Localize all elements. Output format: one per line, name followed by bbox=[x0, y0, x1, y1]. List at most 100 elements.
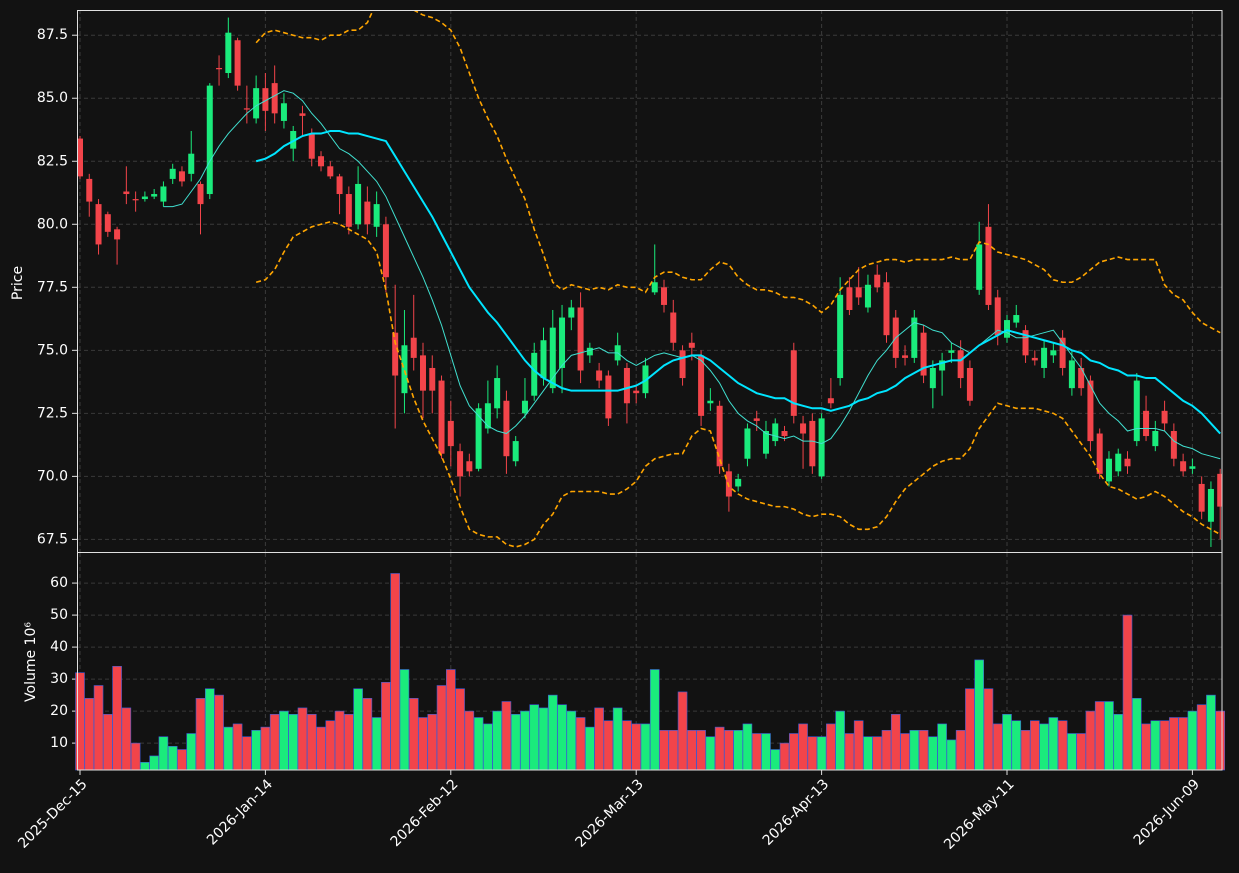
volume-bar bbox=[297, 707, 308, 771]
volume-bar bbox=[826, 723, 836, 771]
volume-bar bbox=[75, 672, 85, 771]
overlay-line bbox=[255, 130, 1221, 435]
candle-body bbox=[846, 287, 853, 310]
volume-bar bbox=[473, 717, 484, 771]
volume-bar bbox=[408, 698, 419, 771]
volume-bar bbox=[158, 736, 169, 771]
volume-bar bbox=[1104, 701, 1114, 771]
volume-bar bbox=[1122, 614, 1133, 771]
candle-body bbox=[373, 204, 380, 227]
candle-body bbox=[902, 355, 909, 358]
volume-bar bbox=[84, 698, 95, 771]
candle-body bbox=[809, 420, 816, 467]
overlay-line bbox=[255, 220, 1221, 548]
volume-bar bbox=[788, 733, 799, 771]
candle-body bbox=[475, 408, 482, 469]
volume-bar bbox=[529, 704, 540, 771]
volume-bar bbox=[204, 688, 215, 771]
candle-body bbox=[1143, 410, 1150, 437]
volume-bar bbox=[890, 714, 901, 771]
candle-body bbox=[568, 307, 575, 318]
candle-body bbox=[1031, 357, 1038, 361]
volume-bar bbox=[742, 723, 753, 771]
candle-body bbox=[114, 229, 121, 240]
y-tick-label: 87.5 bbox=[37, 27, 68, 43]
volume-bar bbox=[325, 720, 336, 771]
volume-bar bbox=[714, 726, 725, 771]
candle-body bbox=[735, 478, 742, 487]
candle-body bbox=[1050, 350, 1057, 356]
volume-bar bbox=[557, 704, 567, 771]
candle-body bbox=[540, 340, 547, 379]
volume-bar bbox=[1039, 723, 1049, 771]
candle-body bbox=[725, 471, 732, 497]
volume-bar bbox=[288, 714, 299, 771]
volume-bar bbox=[316, 726, 326, 771]
volume-bar bbox=[863, 736, 873, 771]
volume-bar bbox=[464, 710, 475, 771]
volume-bar bbox=[983, 688, 994, 771]
y-tick-label: 60 bbox=[50, 575, 68, 591]
candle-body bbox=[447, 420, 454, 447]
candle-body bbox=[216, 67, 223, 70]
candle-body bbox=[123, 191, 130, 195]
candle-body bbox=[939, 360, 946, 371]
overlay-line bbox=[255, 10, 1221, 334]
volume-bar bbox=[334, 710, 345, 771]
volume-bar bbox=[501, 701, 512, 771]
volume-bar bbox=[214, 694, 224, 771]
candle-body bbox=[336, 176, 343, 195]
candle-body bbox=[438, 380, 445, 454]
volume-bar bbox=[705, 736, 716, 771]
volume-bar bbox=[538, 707, 549, 771]
candle-body bbox=[494, 378, 501, 409]
candle-body bbox=[280, 103, 287, 121]
volume-bar bbox=[733, 730, 743, 771]
volume-bar bbox=[1150, 720, 1161, 771]
candle-body bbox=[976, 244, 983, 290]
candle-body bbox=[1161, 410, 1168, 424]
volume-bar bbox=[177, 749, 187, 771]
volume-bar bbox=[1159, 720, 1170, 771]
candle-body bbox=[1087, 380, 1094, 442]
volume-bar bbox=[965, 688, 975, 771]
candle-body bbox=[762, 430, 769, 454]
volume-bar bbox=[696, 730, 706, 771]
candle-body bbox=[1068, 360, 1075, 389]
candle-body bbox=[1022, 330, 1029, 356]
y-tick-label: 70.0 bbox=[37, 468, 68, 484]
candle-body bbox=[197, 183, 204, 205]
candle-body bbox=[781, 430, 788, 437]
volume-bar bbox=[103, 714, 113, 771]
volume-bar bbox=[853, 720, 864, 771]
y-tick-label: 67.5 bbox=[37, 531, 68, 547]
volume-bar bbox=[1094, 701, 1105, 771]
candle-body bbox=[623, 367, 630, 404]
volume-bar bbox=[399, 669, 410, 771]
volume-bar bbox=[186, 733, 197, 771]
candle-body bbox=[1152, 430, 1159, 447]
volume-bar bbox=[992, 723, 1003, 771]
volume-bar bbox=[566, 710, 577, 771]
y-axis-label: Volume 10⁶ bbox=[23, 622, 39, 702]
volume-bar bbox=[381, 682, 391, 771]
candle-body bbox=[253, 88, 260, 119]
volume-bar bbox=[1131, 698, 1142, 771]
candle-body bbox=[790, 350, 797, 416]
volume-bar bbox=[306, 714, 317, 771]
candle-body bbox=[1217, 473, 1222, 507]
volume-bar bbox=[344, 714, 354, 771]
volume-bar bbox=[112, 666, 122, 771]
volume-bar bbox=[445, 669, 456, 771]
candle-body bbox=[707, 400, 714, 404]
candle-body bbox=[800, 423, 807, 434]
candle-body bbox=[95, 204, 102, 245]
candle-body bbox=[577, 307, 584, 371]
volume-bar bbox=[390, 573, 400, 771]
candle-body bbox=[827, 398, 834, 404]
volume-bar bbox=[835, 710, 845, 771]
candle-body bbox=[225, 32, 232, 74]
volume-bar bbox=[242, 736, 252, 771]
volume-bar bbox=[1048, 717, 1059, 771]
